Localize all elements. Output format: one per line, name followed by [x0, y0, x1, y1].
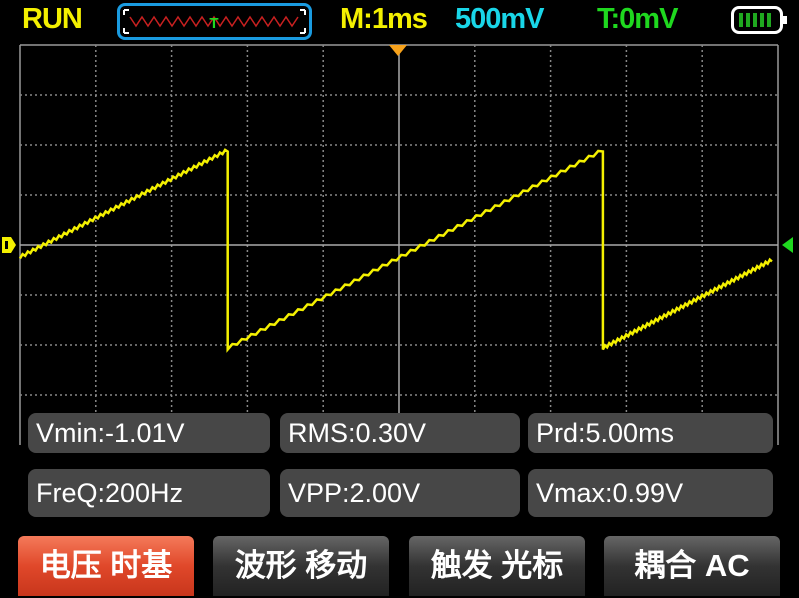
softkey-button-1[interactable]: 电压 时基	[18, 536, 194, 596]
status-bar: RUN T M:1ms 500mV T:0mV	[0, 0, 799, 42]
trigger-level-marker[interactable]	[782, 237, 793, 253]
channel-offset-marker[interactable]	[2, 237, 16, 253]
measurement-box: RMS:0.30V	[280, 413, 520, 453]
run-status[interactable]: RUN	[22, 3, 83, 35]
trigger-marker-label: T	[209, 15, 218, 32]
timebase-label[interactable]: M:1ms	[340, 3, 428, 35]
measurement-box: Prd:5.00ms	[528, 413, 773, 453]
volts-per-div-label[interactable]: 500mV	[455, 3, 545, 35]
measurement-box: Vmax:0.99V	[528, 469, 773, 517]
trigger-level-label[interactable]: T:0mV	[597, 3, 678, 35]
grid	[19, 44, 779, 445]
trigger-position-marker[interactable]	[389, 45, 407, 56]
trigger-wave-icon: T	[123, 9, 306, 34]
battery-full-icon	[731, 6, 787, 34]
softkey-button-4[interactable]: 耦合 AC	[604, 536, 780, 596]
measurement-box: FreQ:200Hz	[28, 469, 270, 517]
waveform-trace	[18, 148, 773, 353]
trigger-indicator[interactable]: T	[117, 3, 312, 40]
measurement-box: VPP:2.00V	[280, 469, 520, 517]
softkey-button-2[interactable]: 波形 移动	[213, 536, 389, 596]
softkey-button-3[interactable]: 触发 光标	[409, 536, 585, 596]
measurement-box: Vmin:-1.01V	[28, 413, 270, 453]
